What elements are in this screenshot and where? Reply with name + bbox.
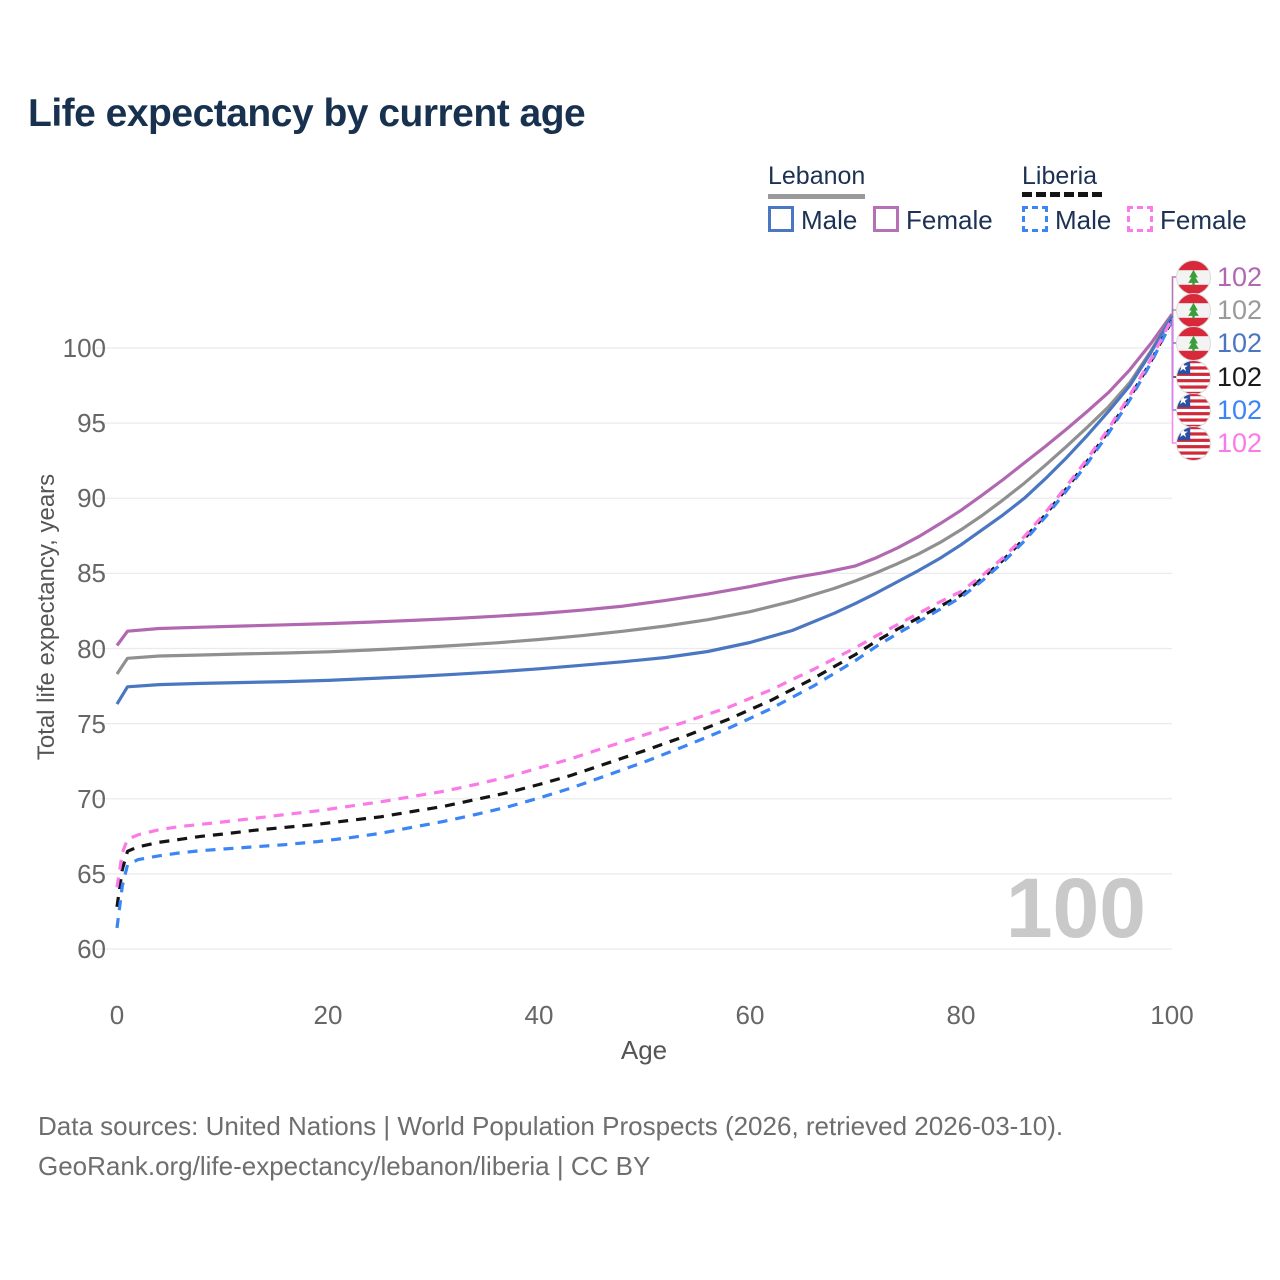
end-label-liberia-female: 102	[1176, 425, 1262, 461]
series-line-lebanon-both	[115, 314, 1174, 675]
end-value: 102	[1217, 395, 1263, 425]
leader-line-liberia-female	[1171, 317, 1177, 444]
liberia-flag-icon	[1176, 393, 1211, 428]
y-axis-tick-label: 95	[77, 408, 106, 439]
end-value: 102	[1217, 362, 1263, 392]
liberia-flag-icon	[1176, 426, 1211, 461]
y-axis-tick-label: 85	[77, 558, 106, 589]
y-axis-tick-label: 65	[77, 858, 106, 889]
x-axis-tick-label: 100	[1150, 1000, 1194, 1030]
liberia-male-label[interactable]: Male	[1055, 205, 1112, 235]
liberia-female-swatch[interactable]	[1127, 206, 1153, 232]
x-axis-tick-label: 0	[109, 1000, 125, 1030]
y-axis-tick-label: 100	[62, 333, 106, 363]
x-axis-title: Age	[620, 1035, 668, 1065]
footer-url-license: GeoRank.org/life-expectancy/lebanon/libe…	[38, 1151, 651, 1181]
age-counter-watermark: 100	[1005, 861, 1146, 955]
lebanon-female-label[interactable]: Female	[906, 205, 993, 235]
end-value: 102	[1217, 428, 1263, 458]
leader-line-lebanon-female	[1171, 276, 1177, 315]
footer-data-sources: Data sources: United Nations | World Pop…	[38, 1111, 1064, 1141]
end-label-liberia-both: 102	[1176, 359, 1262, 395]
y-axis-tick-label: 80	[77, 633, 106, 664]
series-line-liberia-female	[115, 317, 1174, 888]
legend-country-lebanon[interactable]: Lebanon	[768, 162, 866, 190]
liberia-flag-icon	[1176, 360, 1211, 395]
series-line-lebanon-male	[115, 315, 1174, 705]
y-axis-tick-label: 90	[77, 483, 106, 514]
x-axis-tick-label: 20	[313, 1000, 343, 1030]
liberia-female-label[interactable]: Female	[1160, 205, 1247, 235]
y-axis-tick-label: 60	[77, 934, 106, 964]
liberia-dashed-line-swatch	[1022, 192, 1102, 197]
y-axis-tick-label: 75	[77, 708, 106, 739]
x-axis-tick-label: 40	[524, 1000, 554, 1030]
end-label-lebanon-female: 102	[1176, 259, 1262, 295]
end-value: 102	[1217, 262, 1263, 292]
legend-country-liberia[interactable]: Liberia	[1022, 162, 1098, 190]
x-axis-tick-label: 80	[946, 1000, 976, 1030]
lebanon-flag-icon	[1176, 326, 1211, 361]
liberia-male-swatch[interactable]	[1022, 206, 1048, 232]
lebanon-male-label[interactable]: Male	[801, 205, 858, 235]
y-axis-tick-label: 70	[77, 783, 106, 814]
lebanon-solid-line-swatch	[768, 194, 865, 199]
footer-attribution: Data sources: United Nations | World Pop…	[38, 1106, 1063, 1186]
series-line-liberia-male	[115, 320, 1174, 929]
series-line-lebanon-female	[115, 313, 1174, 647]
end-label-lebanon-both: 102	[1176, 292, 1262, 328]
end-label-lebanon-male: 102	[1176, 325, 1262, 361]
end-label-liberia-male: 102	[1176, 392, 1262, 428]
lebanon-flag-icon	[1176, 293, 1211, 328]
series-line-liberia-both	[115, 319, 1174, 908]
end-value: 102	[1217, 328, 1263, 358]
lebanon-flag-icon	[1176, 260, 1211, 295]
x-axis-tick-label: 60	[735, 1000, 765, 1030]
lebanon-male-swatch[interactable]	[768, 206, 794, 232]
lebanon-female-swatch[interactable]	[873, 206, 899, 232]
end-value: 102	[1217, 295, 1263, 325]
page-title: Life expectancy by current age	[28, 92, 586, 135]
